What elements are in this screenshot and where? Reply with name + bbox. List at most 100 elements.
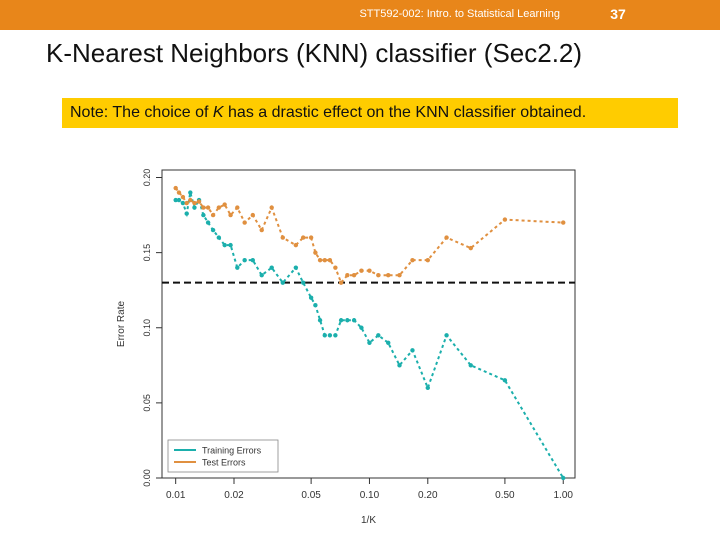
test-error-point [176,190,182,195]
training-error-point [210,227,216,233]
note-suffix: has a drastic effect on the KNN classifi… [223,104,587,121]
test-error-point [216,205,222,210]
test-error-point [222,202,227,207]
test-errors-line [174,187,564,285]
test-error-point [173,185,178,191]
test-error-point [293,242,299,248]
training-error-point [192,205,197,210]
x-tick-label: 0.01 [166,490,186,501]
training-error-point [205,220,211,225]
training-error-point [502,378,508,383]
test-error-point [444,235,449,240]
training-error-point [242,257,247,263]
training-error-point [322,333,327,338]
x-axis-label: 1/K [361,515,376,526]
training-error-point [367,340,372,345]
test-error-point [250,212,255,218]
test-error-point [196,199,202,204]
slide-number: 37 [610,6,626,22]
test-error-point [502,217,508,222]
training-error-point [235,265,240,270]
test-error-point [184,200,189,206]
test-error-point [201,205,206,210]
x-tick-label: 0.02 [224,490,244,501]
test-error-point [242,220,247,225]
training-error-point [180,200,186,206]
training-error-point [359,325,364,330]
test-error-point [180,194,186,200]
training-error-point [333,333,338,338]
test-error-point [313,250,318,255]
test-error-point [322,257,327,263]
training-error-point [269,265,274,270]
test-error-point [351,272,357,278]
training-error-point [351,318,357,323]
note-box: Note: The choice of K has a drastic effe… [62,98,678,128]
x-tick-label: 0.20 [418,490,438,501]
y-tick-label: 0.05 [142,394,152,412]
y-tick-label: 0.15 [142,244,152,262]
training-error-point [345,318,350,323]
legend-box [167,439,279,473]
training-error-point [293,265,299,270]
training-error-point [308,295,314,300]
x-tick-label: 0.10 [360,490,380,501]
training-error-point [250,257,255,263]
y-axis-label: Error Rate [116,301,127,348]
test-error-point [188,197,193,203]
training-error-point [386,340,391,345]
legend-label: Test Errors [202,458,246,468]
training-error-point [561,475,566,481]
test-error-point [205,205,211,210]
training-error-point [313,303,318,308]
course-title: STT592-002: Intro. to Statistical Learni… [359,8,560,20]
header-bar [0,0,720,30]
training-error-point [338,318,344,323]
test-error-point [397,272,402,278]
y-tick-label: 0.00 [142,469,152,487]
test-error-point [376,272,381,278]
training-error-point [317,318,323,323]
training-error-point [176,197,182,203]
test-error-point [317,257,323,263]
legend-label: Training Errors [202,446,262,456]
y-tick-label: 0.10 [142,319,152,337]
training-error-point [184,211,189,216]
test-error-point [359,268,364,273]
test-error-point [228,212,233,218]
error-rate-chart: 0.00 0.05 0.10 0.15 0.20 0.01 0.02 0.05 0.10 0.20… [116,169,576,526]
training-error-point [173,197,178,203]
x-tick-label: 0.05 [301,490,321,501]
test-error-point [345,272,350,278]
test-error-point [386,272,391,278]
plot-frame [161,169,576,479]
training-error-point [376,333,381,338]
test-error-point [210,212,216,218]
y-tick-label: 0.20 [142,169,152,187]
test-error-point [410,257,415,263]
test-error-point [327,257,333,263]
training-error-point [280,280,285,285]
training-error-point [300,280,306,285]
training-error-point [468,363,473,368]
test-error-point [259,227,264,233]
test-error-point [308,235,314,240]
training-error-point [228,242,233,248]
test-error-point [280,235,285,240]
training-error-point [410,348,415,353]
test-error-point [192,200,197,206]
test-error-point [425,257,430,263]
test-error-point [235,205,240,210]
test-error-point [269,205,274,210]
note-prefix: Note: The choice of [70,104,213,121]
training-error-point [216,235,222,240]
training-error-point [201,212,206,218]
training-error-point [327,333,333,338]
training-error-point [397,363,402,368]
x-tick-label: 0.50 [495,490,515,501]
training-error-point [188,190,193,195]
note-variable: K [212,104,224,121]
test-error-point [333,265,338,270]
training-error-point [425,385,430,391]
test-error-point [338,280,344,285]
